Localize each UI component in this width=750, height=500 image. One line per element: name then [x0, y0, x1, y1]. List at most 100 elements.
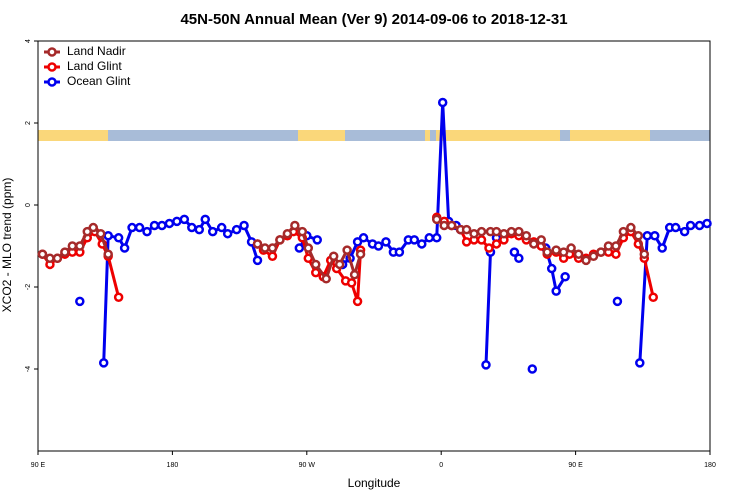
data-point — [342, 245, 352, 255]
data-point — [437, 97, 448, 108]
data-point — [679, 226, 690, 237]
data-point — [481, 360, 491, 370]
data-point — [560, 272, 570, 282]
data-point — [491, 239, 502, 249]
data-point — [349, 269, 360, 280]
data-point — [551, 245, 561, 255]
data-point — [252, 255, 263, 266]
y-tick-label: 4 — [25, 39, 32, 43]
data-point — [187, 222, 197, 233]
data-point — [127, 222, 137, 233]
x-tick-label: 180 — [704, 462, 716, 469]
data-point — [558, 247, 569, 257]
data-point — [573, 249, 584, 259]
data-point — [149, 220, 160, 231]
data-point — [635, 358, 645, 368]
data-point — [424, 233, 435, 243]
data-point — [657, 243, 667, 253]
data-point — [267, 243, 278, 253]
data-point — [297, 226, 308, 237]
data-point — [642, 231, 653, 241]
data-point — [639, 249, 650, 259]
data-point — [200, 214, 211, 225]
legend-marker — [47, 77, 57, 87]
data-point — [311, 259, 321, 270]
data-point — [611, 241, 621, 251]
data-point — [75, 241, 85, 251]
x-tick-label: 90 E — [31, 462, 46, 469]
x-tick-label: 90 E — [568, 462, 583, 469]
data-point — [476, 235, 487, 245]
plot-frame — [37, 40, 711, 452]
data-point — [694, 220, 705, 231]
data-point — [529, 239, 539, 249]
data-point — [491, 226, 502, 237]
data-point — [581, 255, 591, 266]
y-tick-label: -2 — [25, 284, 32, 290]
data-point — [588, 251, 599, 261]
data-point — [119, 243, 130, 253]
data-point — [469, 228, 479, 239]
data-point — [216, 222, 227, 233]
chart-title: 45N-50N Annual Mean (Ver 9) 2014-09-06 t… — [180, 11, 567, 28]
data-point — [514, 253, 524, 264]
data-point — [409, 235, 420, 245]
data-point — [484, 243, 494, 253]
data-point — [373, 241, 384, 251]
data-point — [461, 237, 472, 247]
data-point — [648, 292, 659, 302]
data-point — [260, 243, 270, 253]
data-point — [142, 226, 152, 237]
legend-marker — [47, 62, 57, 72]
data-point — [328, 251, 339, 261]
data-point — [303, 243, 314, 253]
y-tick-label: 2 — [25, 121, 32, 125]
data-point — [670, 222, 681, 233]
data-point — [551, 286, 561, 296]
x-tick-label: 0 — [439, 462, 443, 469]
data-point — [542, 247, 552, 257]
data-point — [546, 263, 557, 274]
y-tick-label: 0 — [25, 203, 32, 207]
legend-label: Land Glint — [67, 59, 122, 73]
data-point — [98, 358, 109, 368]
data-point — [207, 226, 218, 237]
data-point — [596, 247, 606, 257]
data-point — [231, 224, 242, 235]
data-point — [381, 237, 391, 247]
data-point — [95, 228, 106, 239]
data-point — [60, 247, 70, 257]
data-point — [352, 237, 363, 247]
data-point — [103, 249, 113, 259]
data-point — [290, 220, 300, 231]
data-point — [222, 228, 233, 239]
data-point — [506, 226, 517, 237]
map-strip — [38, 130, 710, 141]
x-tick-label: 180 — [167, 462, 179, 469]
data-point — [113, 292, 124, 302]
data-point — [355, 249, 366, 259]
data-point — [439, 220, 449, 231]
data-point — [527, 364, 538, 374]
data-point — [239, 220, 249, 231]
data-point — [346, 278, 357, 288]
data-point — [358, 233, 369, 243]
data-point — [294, 243, 305, 253]
data-point — [275, 235, 285, 245]
data-point — [75, 296, 85, 307]
data-point — [431, 214, 442, 225]
data-point — [37, 249, 48, 259]
data-point — [134, 222, 145, 233]
data-point — [52, 253, 63, 264]
data-point — [446, 220, 457, 231]
legend-label: Land Nadir — [67, 44, 126, 58]
data-point — [321, 274, 331, 284]
plot-area — [37, 97, 712, 374]
data-point — [103, 231, 113, 241]
data-point — [431, 233, 442, 243]
y-tick-label: -4 — [25, 366, 32, 372]
x-tick-label: 90 W — [299, 462, 316, 469]
legend-marker — [47, 47, 57, 57]
